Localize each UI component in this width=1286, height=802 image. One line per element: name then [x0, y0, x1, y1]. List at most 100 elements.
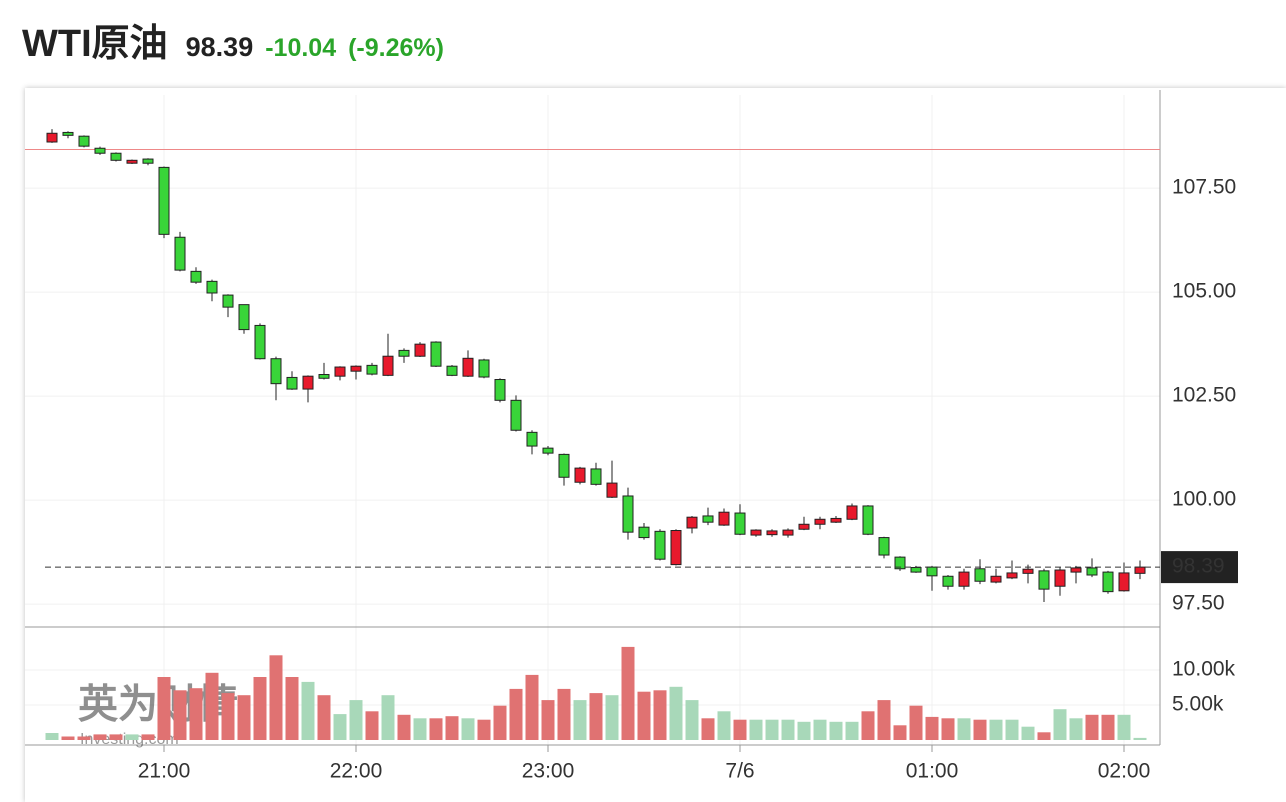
volume-bar — [845, 721, 859, 740]
volume-bar — [141, 734, 155, 740]
candle-body — [702, 515, 714, 523]
candle-body — [430, 341, 442, 367]
volume-bar — [765, 719, 779, 740]
candle-body — [686, 516, 698, 529]
candle-body — [638, 526, 650, 539]
volume-bar — [989, 719, 1003, 740]
candle-body — [1022, 568, 1034, 574]
volume-bar — [653, 690, 667, 740]
candle-body — [190, 270, 202, 283]
volume-bar — [93, 734, 107, 740]
volume-bar — [1005, 719, 1019, 740]
candle-body — [526, 431, 538, 447]
candle-body — [606, 482, 618, 498]
volume-bar — [445, 716, 459, 740]
candle-body — [446, 365, 458, 376]
volume-bar — [237, 695, 251, 740]
candle-body — [366, 364, 378, 375]
candle-body — [46, 132, 58, 143]
volume-bar — [813, 719, 827, 740]
volume-bar — [557, 688, 571, 740]
candle-body — [158, 166, 170, 235]
volume-tick-label: 5.00k — [1172, 693, 1224, 716]
volume-bar — [157, 677, 171, 740]
instrument-title: WTI原油 — [22, 23, 168, 65]
volume-bar — [125, 734, 139, 740]
candle-body — [670, 529, 682, 566]
candle-body — [1070, 567, 1082, 573]
volume-bar — [109, 734, 123, 740]
candle-body — [1054, 569, 1066, 587]
volume-bar — [1053, 709, 1067, 740]
y-tick-label: 100.00 — [1172, 488, 1236, 511]
candle-body — [142, 158, 154, 164]
volume-bar — [925, 716, 939, 740]
candle-body — [494, 379, 506, 401]
last-price: 98.39 — [185, 32, 254, 62]
volume-bar — [829, 721, 843, 740]
header: WTI原油 98.39 -10.04 (-9.26%) — [22, 12, 444, 65]
volume-bar — [893, 725, 907, 740]
candle-body — [846, 505, 858, 520]
candle-body — [990, 575, 1002, 583]
volume-bar — [253, 677, 267, 740]
price-change-percent: (-9.26%) — [348, 34, 444, 62]
volume-bar — [1037, 732, 1051, 740]
volume-bar — [221, 693, 235, 740]
volume-bar — [429, 718, 443, 740]
candle-body — [590, 468, 602, 485]
candle-body — [478, 359, 490, 378]
candle-body — [750, 529, 762, 536]
candle-body — [1086, 567, 1098, 576]
volume-bar — [205, 672, 219, 740]
volume-bar — [749, 719, 763, 740]
y-tick-label: 107.50 — [1172, 176, 1236, 199]
candle-body — [1134, 566, 1146, 574]
volume-bar — [541, 700, 555, 740]
volume-bar — [285, 677, 299, 740]
volume-bar — [717, 711, 731, 740]
candle-body — [622, 495, 634, 533]
volume-bar — [45, 733, 59, 740]
candle-body — [782, 529, 794, 536]
volume-bar — [461, 718, 475, 740]
candle-body — [910, 567, 922, 573]
volume-bar — [605, 695, 619, 740]
candle-body — [350, 365, 362, 372]
candle-body — [238, 304, 250, 331]
volume-bar — [637, 691, 651, 740]
x-tick-label: 22:00 — [330, 760, 383, 783]
candle-body — [942, 575, 954, 587]
volume-bar — [333, 714, 347, 740]
candle-body — [94, 147, 106, 154]
volume-bar — [669, 686, 683, 740]
volume-bar — [1069, 718, 1083, 740]
candle-body — [254, 324, 266, 360]
candle-body — [462, 357, 474, 377]
x-tick-label: 01:00 — [906, 760, 959, 783]
last-price-box — [1161, 551, 1238, 584]
x-tick-label: 21:00 — [138, 760, 191, 783]
volume-bar — [973, 719, 987, 740]
price-change: -10.04 — [265, 34, 337, 62]
volume-bar — [349, 700, 363, 740]
candle-body — [286, 376, 298, 390]
volume-bar — [1085, 714, 1099, 740]
volume-bar — [173, 690, 187, 740]
volume-bar — [861, 711, 875, 740]
volume-tick-label: 10.00k — [1172, 658, 1236, 681]
candle-body — [542, 447, 554, 454]
candle-body — [398, 349, 410, 357]
candle-body — [206, 280, 218, 294]
volume-bar — [1117, 714, 1131, 740]
y-tick-label: 105.00 — [1172, 280, 1236, 303]
candle-body — [222, 294, 234, 308]
volume-bar — [573, 700, 587, 740]
candle-body — [382, 355, 394, 376]
volume-bar — [621, 646, 635, 740]
volume-bar — [781, 719, 795, 740]
volume-bar — [493, 705, 507, 740]
candle-body — [78, 135, 90, 147]
